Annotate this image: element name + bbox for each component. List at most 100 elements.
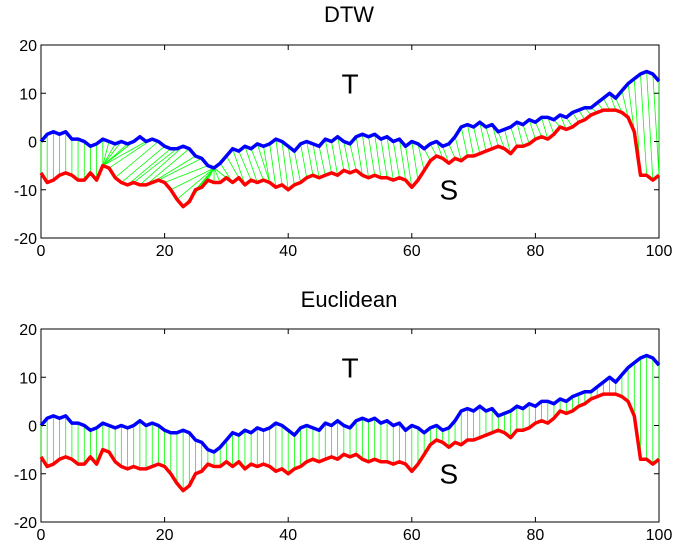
x-tick-label: 40 [279,527,297,544]
alignment-line [331,141,339,176]
x-tick-label: 40 [279,243,297,260]
alignment-line [429,143,437,157]
label-S: S [440,458,459,489]
alignment-line [640,73,648,176]
alignment-line [627,83,635,132]
series-T-line [39,353,661,454]
alignment-line [207,167,215,181]
alignment-line [312,143,320,178]
alignment-line [572,112,579,123]
alignment-line [460,126,468,157]
alignment-line [145,148,190,186]
alignment-line [603,97,610,111]
alignment-line [102,141,147,166]
label-T: T [341,352,358,383]
x-tick-label: 80 [527,527,545,544]
alignment-line [232,148,246,186]
x-tick-label: 100 [646,527,673,544]
alignment-line [578,109,586,121]
alignment-line [473,126,481,154]
alignment-line [380,139,388,178]
alignment-line [374,134,382,178]
x-tick-label: 20 [156,243,174,260]
alignment-line [293,151,301,183]
alignment-line [139,146,184,186]
alignment-line [541,117,549,140]
alignment-lines [40,71,660,207]
axis-ticks: 0 20 40 60 80 100 -20 -10 0 10 20 [14,38,673,260]
chart-title: DTW [324,2,374,27]
alignment-line [343,141,351,173]
alignment-line [114,141,159,178]
y-tick-label: -20 [14,231,37,248]
alignment-line [411,141,419,181]
alignment-line [263,146,271,183]
y-tick-label: 10 [19,370,37,387]
alignment-line [516,122,524,147]
alignment-line [405,146,413,188]
alignment-line [121,146,165,183]
alignment-line [467,124,474,157]
euclidean-panel: Euclidean 0 20 40 60 80 100 -20 -10 0 10 20 T S [14,287,673,544]
alignment-line [522,124,530,145]
alignment-line [281,141,289,190]
alignment-line [269,143,277,188]
alignment-line [454,136,462,161]
dtw-panel: DTW 0 20 40 60 80 100 -20 -10 0 10 20 T S [14,2,673,260]
alignment-line [300,143,308,178]
x-tick-label: 80 [527,243,545,260]
y-tick-label: 0 [28,135,37,152]
alignment-line [164,165,209,183]
alignment-line [652,73,660,176]
alignment-line [176,167,215,200]
series-S-line [39,108,661,209]
alignment-lines [40,355,660,491]
alignment-line [158,158,202,181]
alignment-line [510,126,518,147]
x-tick-label: 0 [37,243,46,260]
y-tick-label: 0 [28,419,37,436]
alignment-line [337,136,345,171]
alignment-line [102,141,122,166]
x-tick-label: 100 [646,243,673,260]
alignment-line [213,167,221,183]
alignment-line [102,141,110,166]
alignment-line [170,167,215,191]
x-tick-label: 0 [37,527,46,544]
y-tick-label: -10 [14,467,37,484]
label-T: T [341,68,358,99]
alignment-line [417,143,425,171]
alignment-line [386,136,394,181]
alignment-line [368,136,376,176]
alignment-line [349,143,357,171]
alignment-line [275,139,283,185]
alignment-line [127,148,172,186]
alignment-line [102,143,116,166]
x-tick-label: 60 [403,243,421,260]
series-S-line [39,392,661,493]
x-tick-label: 20 [156,527,174,544]
y-tick-label: -20 [14,515,37,532]
alignment-line [361,134,369,178]
label-S: S [440,174,459,205]
y-tick-label: -10 [14,183,37,200]
alignment-line [324,139,332,173]
alignment-line [559,114,567,130]
alignment-line [565,117,573,128]
alignment-line [318,146,326,176]
alignment-line [399,139,407,181]
alignment-line [485,126,493,149]
alignment-line [535,122,542,137]
alignment-line [238,150,252,181]
alignment-line [226,155,240,178]
alignment-line [504,129,512,154]
y-tick-label: 20 [19,322,37,339]
alignment-line [423,148,431,161]
alignment-line [152,155,196,183]
y-tick-label: 20 [19,38,37,55]
alignment-line [615,97,623,113]
alignment-line [287,146,295,185]
series-T-line [39,69,661,170]
y-tick-label: 10 [19,86,37,103]
